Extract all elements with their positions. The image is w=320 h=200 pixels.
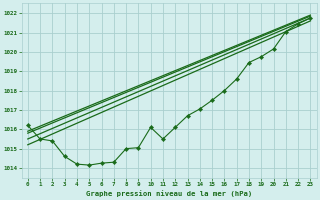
X-axis label: Graphe pression niveau de la mer (hPa): Graphe pression niveau de la mer (hPa) xyxy=(86,190,252,197)
